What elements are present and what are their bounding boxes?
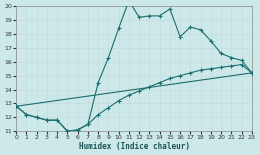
X-axis label: Humidex (Indice chaleur): Humidex (Indice chaleur): [79, 142, 190, 151]
